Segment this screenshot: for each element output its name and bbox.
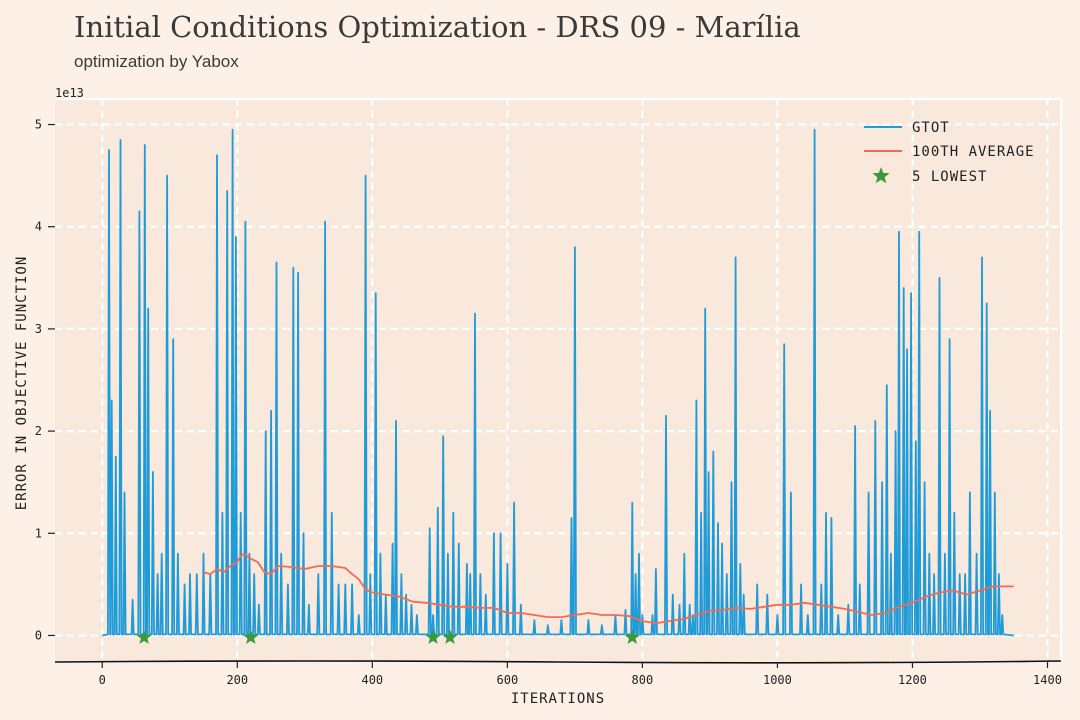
lowest-marker (442, 629, 458, 644)
x-tick-label: 1000 (763, 673, 792, 687)
y-tick-label: 3 (35, 322, 42, 336)
x-axis-label: ITERATIONS (511, 691, 605, 707)
y-tick-label: 5 (35, 118, 42, 132)
x-tick-label: 1200 (898, 673, 927, 687)
y-multiplier: 1e13 (55, 86, 84, 100)
legend-lowest-label: 5 LOWEST (912, 169, 987, 185)
y-tick-label: 1 (35, 526, 42, 540)
series-gtot-line (102, 128, 1014, 637)
x-tick-label: 1400 (1033, 673, 1062, 687)
lowest-marker (136, 629, 152, 644)
legend-lowest-swatch (872, 167, 890, 184)
y-axis-label: ERROR IN OBJECTIVE FUNCTION (14, 256, 30, 511)
x-axis-line (54, 660, 1062, 664)
y-tick-label: 4 (35, 220, 42, 234)
lowest-marker (624, 629, 640, 644)
chart-title: Initial Conditions Optimization - DRS 09… (74, 10, 801, 44)
x-tick-label: 400 (361, 673, 383, 687)
series-average-line (203, 552, 1014, 625)
legend-average-label: 100TH AVERAGE (912, 144, 1035, 160)
lowest-marker (425, 629, 441, 644)
ticks: 0 200 400 600 800 1000 1200 1400 0 1 2 3 4 5 (35, 118, 1062, 687)
series-lowest-markers (136, 629, 640, 644)
x-tick-label: 200 (226, 673, 248, 687)
x-tick-label: 800 (632, 673, 654, 687)
y-tick-label: 0 (35, 628, 42, 642)
y-tick-label: 2 (35, 424, 42, 438)
legend: GTOT 100TH AVERAGE 5 LOWEST (864, 120, 1035, 185)
plot-frame (55, 98, 1062, 661)
x-tick-label: 0 (99, 673, 106, 687)
chart-subtitle: optimization by Yabox (74, 52, 239, 71)
legend-gtot-label: GTOT (912, 120, 950, 136)
x-tick-label: 600 (497, 673, 519, 687)
lowest-marker (243, 629, 259, 644)
